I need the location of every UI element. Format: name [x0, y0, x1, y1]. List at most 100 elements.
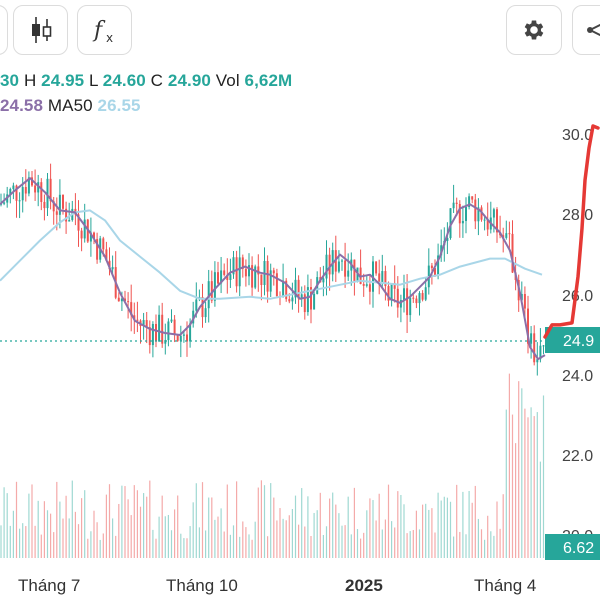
- volume-bar: [375, 520, 377, 558]
- candle-body: [471, 196, 474, 200]
- volume-bar: [301, 488, 303, 558]
- volume-bar: [19, 528, 21, 558]
- volume-bar: [518, 381, 520, 558]
- candle-body: [313, 293, 316, 310]
- candle-body: [384, 271, 387, 287]
- candle-body: [68, 220, 71, 222]
- volume-bar: [223, 531, 225, 558]
- volume-bar: [499, 528, 501, 558]
- indicators-button[interactable]: f x: [77, 5, 132, 55]
- volume-bar: [366, 510, 368, 558]
- candle-body: [40, 182, 43, 202]
- y-tick-label: 22.0: [562, 448, 593, 465]
- y-tick-label: 28.0: [562, 207, 593, 224]
- candlestick-button[interactable]: [13, 5, 68, 55]
- volume-bar: [217, 516, 219, 558]
- last-volume-badge: 6.62: [545, 534, 600, 560]
- volume-bar: [177, 495, 179, 558]
- volume-bar: [505, 409, 507, 558]
- volume-bar: [276, 520, 278, 558]
- candle-body: [148, 327, 151, 346]
- volume-bar: [415, 510, 417, 558]
- volume-bar: [155, 538, 157, 558]
- candle-body: [186, 334, 188, 342]
- volume-bar: [195, 483, 197, 558]
- volume-bar: [381, 529, 383, 558]
- volume-bar: [239, 536, 241, 558]
- candle-body: [167, 321, 170, 341]
- volume-bar: [347, 496, 349, 558]
- candle-body: [34, 185, 37, 193]
- candle-body: [248, 265, 250, 277]
- volume-bar: [96, 522, 98, 558]
- candle-body: [235, 257, 238, 287]
- volume-bar: [480, 529, 483, 558]
- candle-body: [275, 273, 278, 296]
- volume-bar: [459, 531, 461, 558]
- y-tick-label: 24.0: [562, 368, 593, 385]
- candle-body: [176, 334, 179, 341]
- volume-bar: [9, 525, 11, 558]
- candle-body: [418, 293, 421, 304]
- volume-bar: [335, 504, 337, 558]
- candle-body: [238, 257, 241, 287]
- volume-bar: [248, 534, 250, 558]
- candle-body: [62, 194, 64, 209]
- candle-body: [18, 200, 21, 202]
- settings-button[interactable]: [506, 5, 562, 55]
- volume-bar: [43, 501, 45, 558]
- volume-bar: [71, 480, 73, 558]
- volume-bar: [208, 497, 210, 558]
- volume-label: Vol: [215, 71, 240, 90]
- open-value: 30: [0, 71, 20, 90]
- candle-body: [266, 260, 269, 292]
- volume-bar: [34, 525, 36, 558]
- candle-body: [145, 320, 148, 328]
- volume-bar: [6, 493, 8, 558]
- volume-bar: [443, 496, 445, 558]
- x-tick-label: Tháng 7: [18, 576, 80, 595]
- volume-bar: [257, 487, 259, 558]
- candle-body: [83, 219, 86, 239]
- candle-body: [523, 293, 526, 309]
- candle-body: [461, 220, 464, 224]
- candle-body: [353, 259, 356, 283]
- low-label: L: [89, 71, 98, 90]
- volume-bar: [425, 503, 427, 558]
- share-button[interactable]: [572, 5, 600, 55]
- volume-bar: [307, 496, 309, 558]
- volume-bar: [294, 495, 297, 558]
- volume-bar: [136, 490, 138, 558]
- share-icon: [587, 23, 600, 37]
- volume-bar: [90, 531, 92, 558]
- candle-body: [124, 298, 126, 302]
- candle-body: [434, 268, 436, 276]
- volume-bar: [332, 492, 334, 558]
- volume-bar: [533, 416, 535, 558]
- candle-body: [201, 296, 204, 318]
- candle-body: [341, 260, 343, 262]
- candle-body: [105, 249, 108, 261]
- volume-bar: [146, 496, 148, 558]
- candle-body: [365, 284, 368, 286]
- candle-body: [164, 340, 167, 344]
- candle-body: [93, 232, 95, 240]
- ma50-label: MA50: [47, 96, 93, 115]
- volume-bar: [164, 516, 166, 558]
- candle-body: [158, 314, 161, 342]
- volume-bar: [53, 532, 55, 558]
- candle-body: [282, 280, 285, 297]
- candle-body: [195, 299, 198, 311]
- candle-body: [294, 279, 297, 298]
- ma20-value: 24.58: [0, 96, 44, 115]
- volume-bar: [403, 504, 405, 558]
- candle-body: [303, 294, 306, 313]
- volume-bar: [211, 497, 213, 558]
- candle-body: [260, 274, 263, 286]
- candle-body: [24, 187, 27, 194]
- volume-bar: [502, 494, 504, 558]
- candle-body: [344, 260, 347, 277]
- candle-body: [161, 314, 164, 344]
- volume-bar: [22, 523, 24, 558]
